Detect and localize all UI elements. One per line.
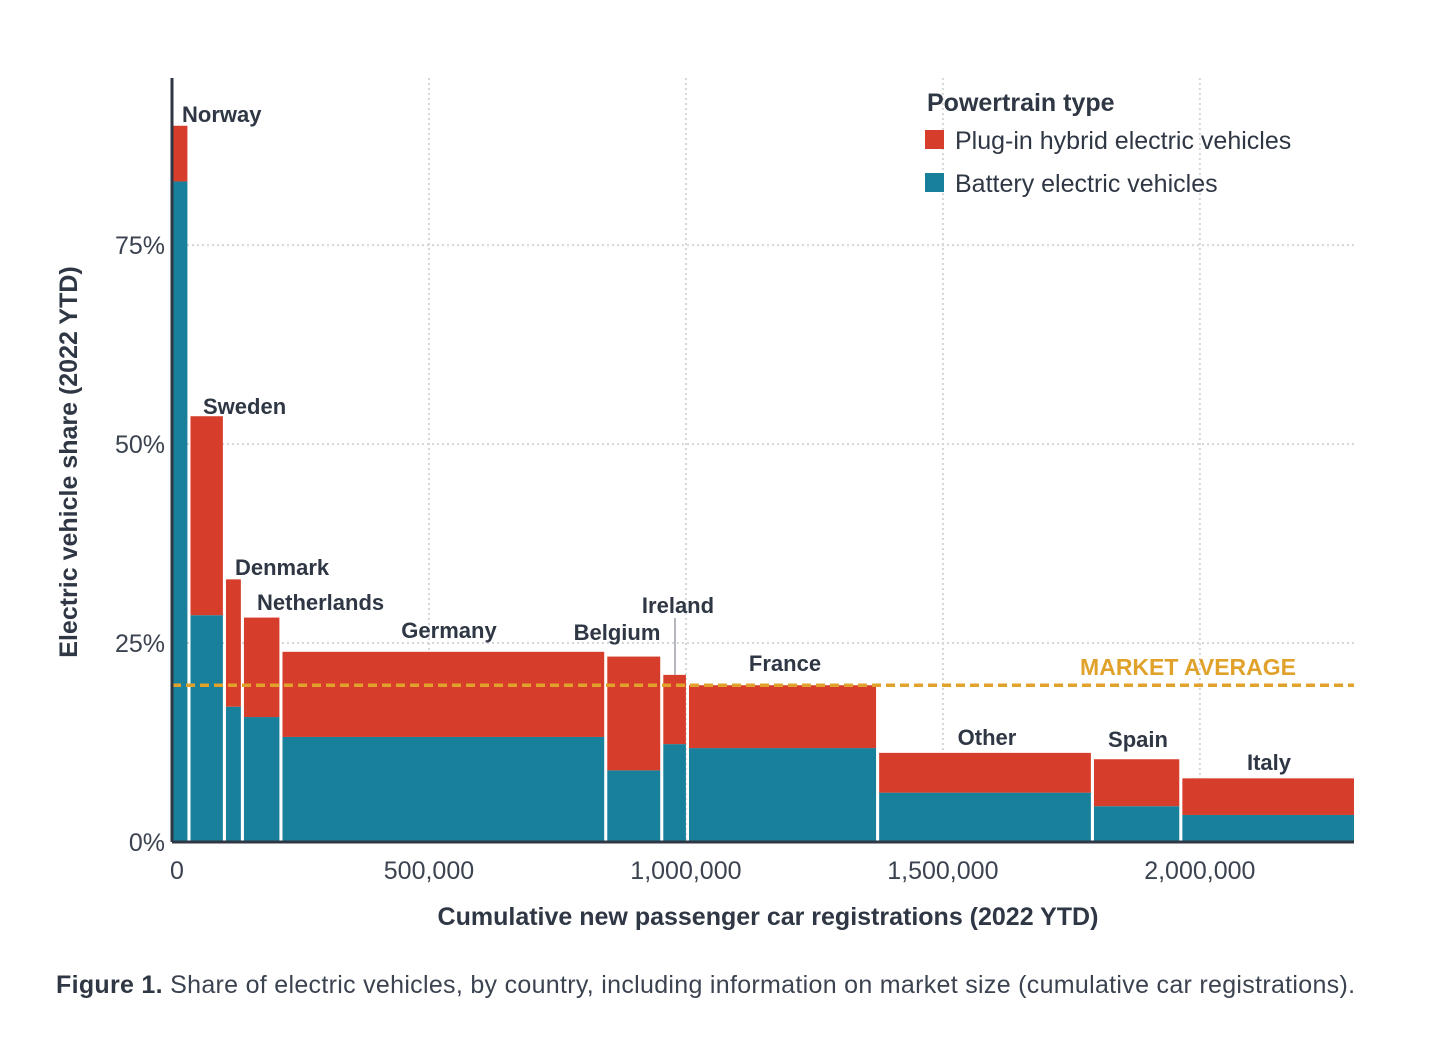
ev-share-chart: MARKET AVERAGE 0% 25% 50% 75% 0 500,000 1,000,… bbox=[55, 78, 1354, 931]
bar-bev-ireland bbox=[663, 744, 686, 842]
bar-phev-norway bbox=[172, 125, 188, 182]
legend-item-label: Plug-in hybrid electric vehicles bbox=[955, 127, 1291, 155]
country-label-germany: Germany bbox=[401, 618, 497, 643]
country-label-italy: Italy bbox=[1247, 750, 1292, 775]
bar-phev-ireland bbox=[663, 674, 686, 745]
x-tick-label: 500,000 bbox=[384, 857, 474, 885]
bar-bev-sweden bbox=[190, 615, 223, 842]
bar-bev-other bbox=[879, 792, 1091, 842]
y-tick-label: 50% bbox=[115, 431, 165, 459]
country-label-spain: Spain bbox=[1108, 727, 1168, 752]
bar-phev-other bbox=[879, 752, 1091, 793]
figure-caption: Figure 1. Share of electric vehicles, by… bbox=[56, 966, 1396, 1005]
x-tick-label: 0 bbox=[170, 857, 184, 885]
x-tick-label: 2,000,000 bbox=[1144, 857, 1255, 885]
legend: Powertrain type Plug-in hybrid electric v… bbox=[925, 89, 1291, 198]
bar-bev-france bbox=[688, 748, 877, 842]
country-label-ireland: Ireland bbox=[642, 593, 714, 618]
legend-title: Powertrain type bbox=[927, 89, 1115, 117]
bar-phev-italy bbox=[1182, 778, 1354, 815]
bar-phev-belgium bbox=[607, 656, 661, 771]
country-label-norway: Norway bbox=[182, 102, 262, 127]
y-axis-title: Electric vehicle share (2022 YTD) bbox=[55, 266, 83, 657]
bar-bev-belgium bbox=[607, 770, 661, 842]
bar-bev-norway bbox=[172, 181, 188, 843]
legend-swatch bbox=[925, 130, 944, 149]
market-average: MARKET AVERAGE bbox=[172, 654, 1354, 687]
y-tick-label: 0% bbox=[129, 829, 165, 857]
bar-phev-france bbox=[688, 685, 877, 749]
x-tick-label: 1,000,000 bbox=[630, 857, 741, 885]
market-average-label: MARKET AVERAGE bbox=[1080, 654, 1296, 680]
bar-bev-denmark bbox=[225, 706, 241, 842]
axes: 0% 25% 50% 75% 0 500,000 1,000,000 1,500,000 2,0… bbox=[55, 78, 1354, 931]
bar-bev-germany bbox=[282, 736, 605, 842]
bar-bev-italy bbox=[1182, 814, 1354, 842]
bar-phev-spain bbox=[1093, 759, 1180, 807]
x-tick-label: 1,500,000 bbox=[887, 857, 998, 885]
legend-swatch bbox=[925, 173, 944, 192]
country-label-other: Other bbox=[958, 725, 1017, 750]
country-label-denmark: Denmark bbox=[235, 555, 330, 580]
country-labels: Norway Sweden Denmark Netherlands Germany Bel… bbox=[182, 102, 1292, 775]
bar-phev-germany bbox=[282, 651, 605, 737]
bar-bev-spain bbox=[1093, 806, 1180, 842]
bar-phev-sweden bbox=[190, 416, 223, 616]
caption-text: Share of electric vehicles, by country, … bbox=[162, 971, 1356, 999]
country-label-belgium: Belgium bbox=[574, 620, 661, 645]
bar-phev-netherlands bbox=[243, 617, 280, 718]
country-label-sweden: Sweden bbox=[203, 394, 286, 419]
country-label-netherlands: Netherlands bbox=[257, 590, 384, 615]
bar-phev-denmark bbox=[225, 579, 241, 707]
legend-item-label: Battery electric vehicles bbox=[955, 170, 1218, 198]
y-tick-label: 75% bbox=[115, 232, 165, 260]
country-label-france: France bbox=[749, 651, 821, 676]
x-axis-title: Cumulative new passenger car registratio… bbox=[438, 903, 1099, 931]
y-tick-label: 25% bbox=[115, 630, 165, 658]
bars bbox=[172, 125, 1354, 843]
bar-bev-netherlands bbox=[243, 717, 280, 842]
caption-label: Figure 1. bbox=[56, 971, 163, 999]
